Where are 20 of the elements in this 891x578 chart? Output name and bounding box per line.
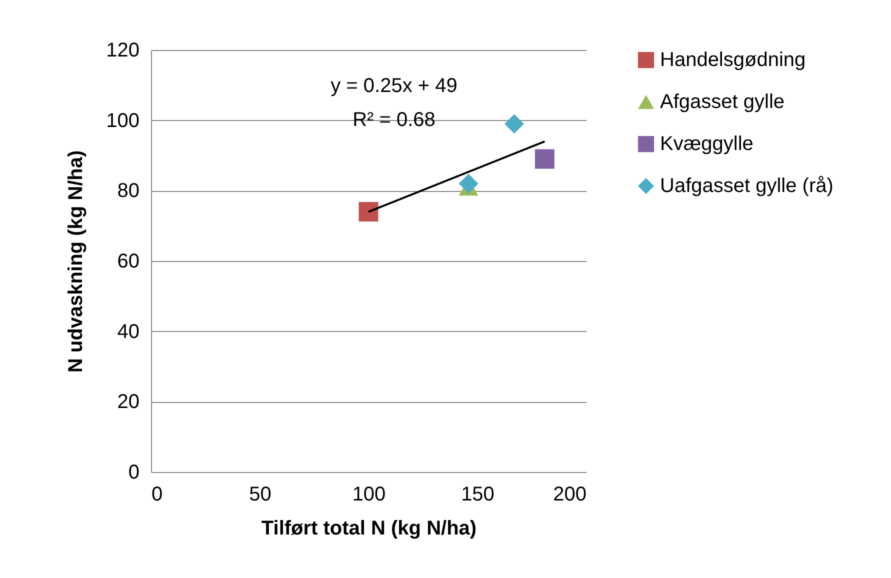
x-axis-title: Tilført total N (kg N/ha) [261,518,477,540]
x-tick-label: 50 [249,484,272,506]
x-tick-label: 100 [352,484,386,506]
legend-label: Afgasset gylle [660,91,785,113]
y-tick-label: 0 [128,462,140,484]
legend-label: Handelsgødning [660,49,806,71]
y-axis-title: N udvaskning (kg N/ha) [65,150,88,373]
legend-label: Kvæggylle [660,133,754,155]
annotation: R² = 0.68 [352,109,436,131]
y-tick-label: 80 [117,180,140,202]
y-tick-label: 40 [117,320,140,343]
legend-label: Uafgasset gylle (rå) [660,175,834,197]
x-tick-label: 200 [553,484,586,506]
y-tick-label: 120 [106,40,140,62]
y-tick-label: 60 [117,250,140,272]
y-tick-label: 100 [106,110,140,132]
annotation: y = 0.25x + 49 [330,75,458,97]
x-tick-label: 150 [461,484,494,506]
y-tick-label: 20 [117,391,140,414]
x-tick-label: 0 [152,484,163,506]
